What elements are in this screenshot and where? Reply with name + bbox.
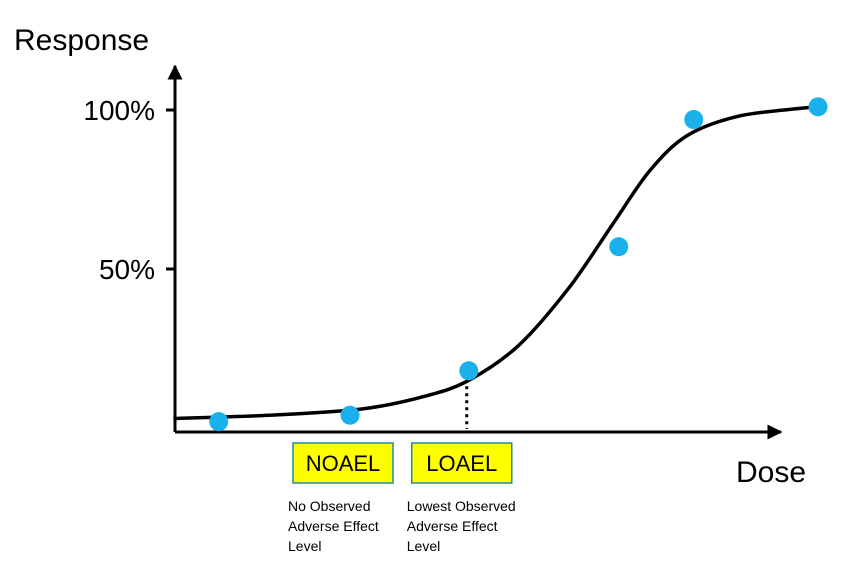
data-point	[609, 237, 629, 257]
y-axis-title: Response	[14, 24, 149, 57]
data-point	[340, 405, 360, 425]
y-tick-label: 100%	[83, 95, 155, 126]
loael-label: LOAEL	[426, 451, 497, 476]
loael-box	[411, 442, 513, 484]
noael-box	[292, 442, 394, 484]
response-curve	[173, 105, 821, 421]
data-point	[459, 361, 479, 381]
data-point	[684, 110, 704, 130]
y-ticks: 50% 100%	[83, 95, 175, 285]
noael-description-line: Level	[288, 538, 321, 554]
y-tick-label: 50%	[99, 254, 155, 285]
data-point	[808, 97, 828, 117]
loael-description-line: Level	[407, 538, 440, 554]
threshold-markers: NOAEL No Observed Adverse Effect Level LOAEL…	[288, 386, 516, 554]
noael-description-line: No Observed	[288, 498, 370, 514]
data-point	[209, 412, 229, 432]
curve-layer	[173, 105, 821, 421]
data-points	[209, 97, 828, 432]
loael-description-line: Lowest Observed	[407, 498, 516, 514]
loael-description-line: Adverse Effect	[407, 518, 498, 534]
noael-description-line: Adverse Effect	[288, 518, 379, 534]
x-axis-title: Dose	[736, 456, 806, 489]
noael-label: NOAEL	[306, 451, 381, 476]
